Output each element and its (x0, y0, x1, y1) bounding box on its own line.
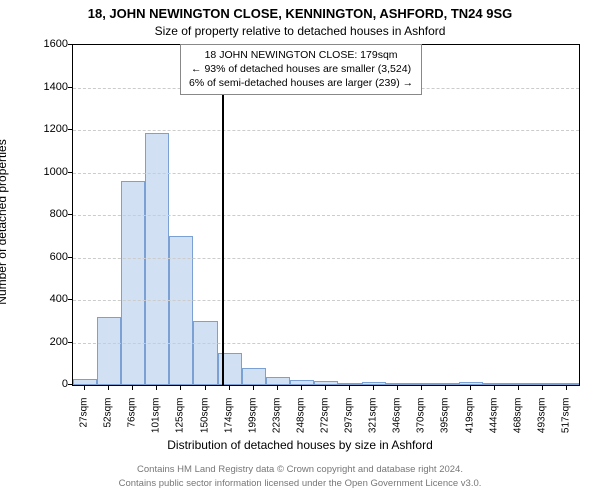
x-tick-mark (445, 386, 446, 390)
footer-line-1: Contains HM Land Registry data © Crown c… (0, 464, 600, 475)
x-tick-label: 199sqm (247, 398, 258, 448)
histogram-bar (266, 377, 290, 386)
grid-line (73, 215, 579, 216)
x-tick-mark (132, 386, 133, 390)
y-tick-label: 1000 (28, 166, 68, 178)
x-tick-mark (421, 386, 422, 390)
histogram-bar (555, 383, 579, 385)
y-tick-mark (68, 257, 72, 258)
y-tick-label: 400 (28, 293, 68, 305)
histogram-bar (314, 381, 338, 385)
x-tick-mark (156, 386, 157, 390)
histogram-bar (410, 383, 434, 385)
histogram-bar (531, 383, 555, 385)
histogram-bar (218, 353, 242, 385)
histogram-bar (145, 133, 169, 385)
grid-line (73, 343, 579, 344)
histogram-bar (434, 383, 458, 385)
histogram-bar (169, 236, 193, 385)
reference-line (222, 45, 224, 385)
y-tick-mark (68, 342, 72, 343)
histogram-bar (507, 383, 531, 385)
x-tick-label: 493sqm (536, 398, 547, 448)
histogram-bar (97, 317, 121, 385)
y-tick-label: 800 (28, 208, 68, 220)
y-tick-label: 0 (28, 378, 68, 390)
y-tick-mark (68, 299, 72, 300)
x-tick-label: 395sqm (440, 398, 451, 448)
grid-line (73, 300, 579, 301)
histogram-bar (73, 379, 97, 385)
x-tick-label: 150sqm (199, 398, 210, 448)
grid-line (73, 130, 579, 131)
callout-line-3: 6% of semi-detached houses are larger (2… (189, 76, 413, 90)
x-tick-label: 272sqm (320, 398, 331, 448)
x-tick-label: 52sqm (103, 398, 114, 448)
y-tick-label: 1600 (28, 38, 68, 50)
chart-subtitle: Size of property relative to detached ho… (0, 24, 600, 38)
x-tick-label: 346sqm (392, 398, 403, 448)
grid-line (73, 258, 579, 259)
x-tick-label: 125sqm (175, 398, 186, 448)
chart-title: 18, JOHN NEWINGTON CLOSE, KENNINGTON, AS… (0, 6, 600, 21)
x-tick-mark (84, 386, 85, 390)
x-tick-mark (205, 386, 206, 390)
x-tick-mark (301, 386, 302, 390)
x-tick-label: 444sqm (488, 398, 499, 448)
figure-container: 18, JOHN NEWINGTON CLOSE, KENNINGTON, AS… (0, 0, 600, 500)
plot-area (72, 44, 580, 386)
y-tick-mark (68, 384, 72, 385)
histogram-bar (362, 382, 386, 385)
x-tick-mark (180, 386, 181, 390)
x-tick-label: 223sqm (271, 398, 282, 448)
x-tick-label: 321sqm (368, 398, 379, 448)
callout-box: 18 JOHN NEWINGTON CLOSE: 179sqm ← 93% of… (180, 44, 422, 95)
y-axis-label: Number of detached properties (0, 139, 9, 304)
footer-line-2: Contains public sector information licen… (0, 478, 600, 489)
x-tick-label: 101sqm (151, 398, 162, 448)
x-tick-label: 27sqm (79, 398, 90, 448)
y-tick-mark (68, 87, 72, 88)
histogram-bar (386, 383, 410, 385)
histogram-bar (338, 383, 362, 385)
x-tick-mark (397, 386, 398, 390)
histogram-bar (459, 382, 483, 385)
x-tick-label: 419sqm (464, 398, 475, 448)
x-tick-mark (277, 386, 278, 390)
x-tick-mark (518, 386, 519, 390)
x-tick-mark (108, 386, 109, 390)
y-tick-label: 600 (28, 251, 68, 263)
x-tick-label: 76sqm (127, 398, 138, 448)
x-tick-label: 248sqm (295, 398, 306, 448)
x-tick-mark (229, 386, 230, 390)
histogram-bar (290, 380, 314, 385)
y-tick-label: 1400 (28, 81, 68, 93)
x-tick-label: 297sqm (344, 398, 355, 448)
histogram-bar (193, 321, 217, 385)
x-tick-mark (253, 386, 254, 390)
x-tick-mark (542, 386, 543, 390)
x-tick-mark (470, 386, 471, 390)
y-tick-mark (68, 129, 72, 130)
histogram-bar (242, 368, 266, 385)
grid-line (73, 173, 579, 174)
y-tick-mark (68, 214, 72, 215)
x-tick-mark (325, 386, 326, 390)
callout-line-1: 18 JOHN NEWINGTON CLOSE: 179sqm (189, 48, 413, 62)
histogram-bar (483, 383, 507, 385)
x-tick-label: 468sqm (512, 398, 523, 448)
y-tick-label: 1200 (28, 123, 68, 135)
x-tick-mark (566, 386, 567, 390)
y-tick-mark (68, 44, 72, 45)
x-tick-label: 174sqm (223, 398, 234, 448)
y-tick-mark (68, 172, 72, 173)
callout-line-2: ← 93% of detached houses are smaller (3,… (189, 62, 413, 76)
x-tick-mark (373, 386, 374, 390)
x-tick-mark (349, 386, 350, 390)
x-tick-label: 370sqm (416, 398, 427, 448)
y-tick-label: 200 (28, 336, 68, 348)
histogram-bar (121, 181, 145, 385)
x-tick-label: 517sqm (560, 398, 571, 448)
x-tick-mark (494, 386, 495, 390)
